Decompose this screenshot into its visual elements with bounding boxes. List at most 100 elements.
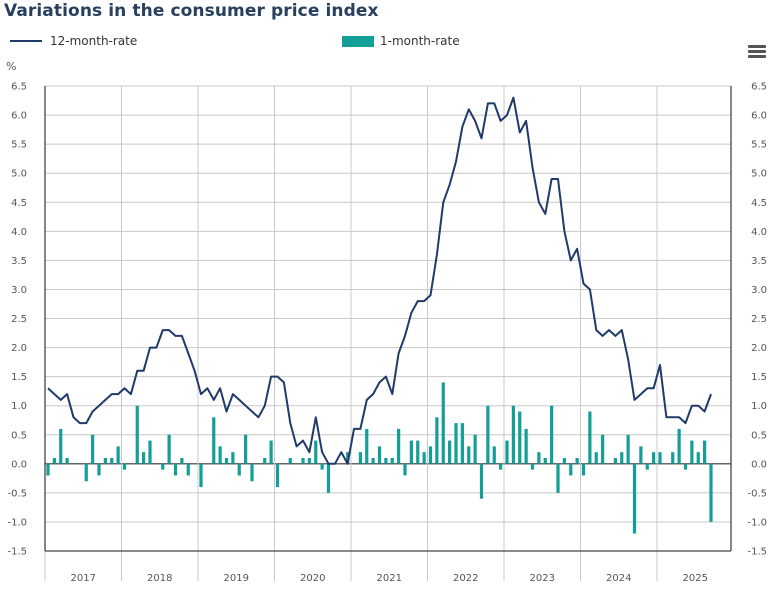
bar-1-month-rate[interactable]	[677, 428, 681, 464]
bar-1-month-rate[interactable]	[486, 405, 490, 464]
line-point-12-month-rate[interactable]	[275, 374, 280, 379]
bar-1-month-rate[interactable]	[390, 458, 394, 464]
bar-1-month-rate[interactable]	[683, 463, 688, 470]
line-point-12-month-rate[interactable]	[148, 345, 153, 350]
bar-1-month-rate[interactable]	[212, 417, 216, 464]
line-point-12-month-rate[interactable]	[594, 328, 599, 333]
line-point-12-month-rate[interactable]	[218, 386, 223, 391]
bar-1-month-rate[interactable]	[518, 411, 522, 464]
line-point-12-month-rate[interactable]	[256, 415, 261, 420]
line-point-12-month-rate[interactable]	[645, 386, 650, 391]
line-12-month-rate[interactable]	[47, 96, 712, 465]
bar-1-month-rate[interactable]	[103, 458, 107, 464]
line-point-12-month-rate[interactable]	[345, 461, 350, 466]
bar-1-month-rate[interactable]	[409, 440, 413, 464]
line-point-12-month-rate[interactable]	[683, 421, 688, 426]
bar-1-month-rate[interactable]	[167, 434, 171, 464]
line-point-12-month-rate[interactable]	[422, 299, 427, 304]
line-point-12-month-rate[interactable]	[103, 397, 108, 402]
bar-1-month-rate[interactable]	[180, 458, 184, 464]
line-point-12-month-rate[interactable]	[638, 392, 643, 397]
line-point-12-month-rate[interactable]	[84, 421, 89, 426]
bar-1-month-rate[interactable]	[550, 405, 554, 464]
bar-1-month-rate[interactable]	[594, 452, 598, 464]
line-point-12-month-rate[interactable]	[122, 386, 127, 391]
bar-1-month-rate[interactable]	[588, 411, 592, 464]
bar-1-month-rate[interactable]	[671, 452, 675, 464]
bar-1-month-rate[interactable]	[84, 463, 88, 482]
bar-1-month-rate[interactable]	[441, 382, 445, 464]
line-point-12-month-rate[interactable]	[575, 246, 580, 251]
line-point-12-month-rate[interactable]	[173, 333, 178, 338]
line-point-12-month-rate[interactable]	[364, 397, 369, 402]
bar-1-month-rate[interactable]	[244, 434, 248, 464]
bar-1-month-rate[interactable]	[448, 440, 452, 464]
legend-item-1-month-rate[interactable]: 1-month-rate	[342, 34, 460, 48]
bar-1-month-rate[interactable]	[460, 423, 464, 464]
bar-1-month-rate[interactable]	[422, 452, 426, 464]
line-point-12-month-rate[interactable]	[651, 386, 656, 391]
line-point-12-month-rate[interactable]	[211, 397, 216, 402]
line-point-12-month-rate[interactable]	[607, 328, 612, 333]
line-point-12-month-rate[interactable]	[689, 403, 694, 408]
bar-1-month-rate[interactable]	[52, 458, 56, 464]
bar-1-month-rate[interactable]	[397, 428, 401, 464]
line-point-12-month-rate[interactable]	[485, 101, 490, 106]
hamburger-menu-icon[interactable]	[748, 45, 766, 59]
line-point-12-month-rate[interactable]	[167, 328, 172, 333]
bar-1-month-rate[interactable]	[161, 463, 165, 470]
bar-1-month-rate[interactable]	[91, 434, 95, 464]
line-point-12-month-rate[interactable]	[664, 415, 669, 420]
line-point-12-month-rate[interactable]	[530, 165, 535, 170]
bar-1-month-rate[interactable]	[652, 452, 656, 464]
line-point-12-month-rate[interactable]	[517, 130, 522, 135]
bar-1-month-rate[interactable]	[346, 452, 350, 464]
line-point-12-month-rate[interactable]	[460, 124, 465, 129]
line-point-12-month-rate[interactable]	[77, 421, 82, 426]
line-point-12-month-rate[interactable]	[466, 107, 471, 112]
line-point-12-month-rate[interactable]	[224, 409, 229, 414]
bar-1-month-rate[interactable]	[122, 463, 127, 470]
bar-1-month-rate[interactable]	[148, 440, 152, 464]
bar-1-month-rate[interactable]	[703, 440, 707, 464]
line-point-12-month-rate[interactable]	[454, 159, 459, 164]
bar-1-month-rate[interactable]	[454, 423, 458, 464]
line-point-12-month-rate[interactable]	[702, 409, 707, 414]
bar-1-month-rate[interactable]	[562, 458, 566, 464]
line-point-12-month-rate[interactable]	[709, 392, 714, 397]
bar-1-month-rate[interactable]	[269, 440, 273, 464]
bar-1-month-rate[interactable]	[473, 434, 477, 464]
bar-1-month-rate[interactable]	[237, 463, 241, 476]
line-point-12-month-rate[interactable]	[409, 310, 414, 315]
line-point-12-month-rate[interactable]	[65, 392, 70, 397]
line-point-12-month-rate[interactable]	[613, 333, 618, 338]
line-point-12-month-rate[interactable]	[135, 368, 140, 373]
line-point-12-month-rate[interactable]	[52, 392, 57, 397]
line-point-12-month-rate[interactable]	[371, 392, 376, 397]
bar-1-month-rate[interactable]	[505, 440, 509, 464]
line-point-12-month-rate[interactable]	[313, 415, 318, 420]
bar-1-month-rate[interactable]	[307, 458, 311, 464]
bar-1-month-rate[interactable]	[59, 428, 63, 464]
line-point-12-month-rate[interactable]	[670, 415, 675, 420]
line-point-12-month-rate[interactable]	[154, 345, 159, 350]
bar-1-month-rate[interactable]	[645, 463, 649, 470]
line-point-12-month-rate[interactable]	[447, 182, 452, 187]
line-point-12-month-rate[interactable]	[97, 403, 102, 408]
line-point-12-month-rate[interactable]	[587, 287, 592, 292]
bar-1-month-rate[interactable]	[613, 458, 617, 464]
legend-item-12-month-rate[interactable]: 12-month-rate	[10, 34, 137, 48]
line-point-12-month-rate[interactable]	[581, 281, 586, 286]
bar-1-month-rate[interactable]	[173, 463, 178, 476]
line-point-12-month-rate[interactable]	[320, 450, 325, 455]
line-point-12-month-rate[interactable]	[243, 403, 248, 408]
line-point-12-month-rate[interactable]	[192, 368, 197, 373]
bar-1-month-rate[interactable]	[658, 452, 662, 464]
bar-1-month-rate[interactable]	[492, 446, 496, 464]
bar-1-month-rate[interactable]	[620, 452, 624, 464]
bar-1-month-rate[interactable]	[575, 458, 579, 464]
bar-1-month-rate[interactable]	[428, 446, 433, 464]
line-point-12-month-rate[interactable]	[619, 328, 624, 333]
bar-1-month-rate[interactable]	[479, 463, 484, 499]
line-point-12-month-rate[interactable]	[332, 461, 337, 466]
